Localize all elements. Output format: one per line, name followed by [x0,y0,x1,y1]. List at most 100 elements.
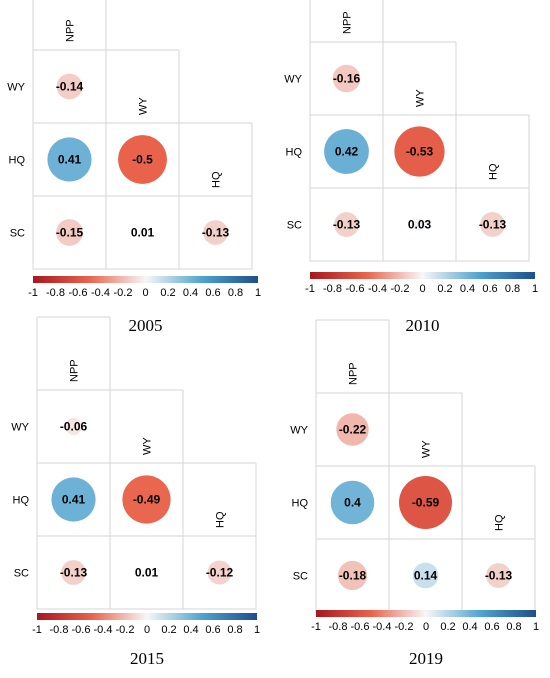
colorbar [310,272,535,279]
row-label-HQ: HQ [286,147,303,159]
col-label-WY: WY [138,97,150,115]
row-label-WY: WY [7,82,25,94]
colorbar-tick-label: 0.6 [484,621,499,633]
panel-year-label: 2019 [409,649,443,668]
corr-circle [143,569,150,576]
col-label-NPP: NPP [65,19,77,42]
corr-value-label: 0.03 [408,218,432,232]
col-label-NPP: NPP [69,359,81,382]
row-label-HQ: HQ [292,498,309,510]
colorbar-tick-label: -0.6 [346,283,365,295]
col-label-HQ: HQ [211,171,223,188]
colorbar-tick-label: 0.6 [205,624,220,636]
col-label-WY: WY [142,437,154,455]
colorbar-tick-label: 1 [255,287,261,299]
colorbar-tick-label: 0.2 [440,621,455,633]
corr-value-label: -0.13 [333,218,361,232]
row-label-WY: WY [290,425,308,437]
colorbar-tick-label: 0 [419,283,425,295]
colorbar-tick-label: 0.4 [460,283,475,295]
colorbar-tick-label: 0.2 [160,287,175,299]
corr-value-label: -0.59 [412,496,440,510]
colorbar-tick-label: -1 [305,283,315,295]
corr-circle [118,135,167,184]
corr-value-label: -0.16 [333,72,361,86]
corr-value-label: 0.01 [131,226,155,240]
col-label-WY: WY [415,89,427,107]
corr-circle [480,212,505,237]
corr-value-label: 0.41 [58,153,82,167]
corr-circle [337,560,368,591]
col-label-NPP: NPP [348,362,360,385]
corr-value-label: -0.22 [339,423,367,437]
corr-circle [394,126,445,177]
colorbar [33,276,258,283]
colorbar-tick-label: 0.2 [161,624,176,636]
colorbar-tick-label: -0.4 [94,624,113,636]
corr-value-label: 0.41 [62,493,86,507]
colorbar-tick-label: -0.6 [69,287,88,299]
corr-circle [122,475,171,524]
colorbar-tick-label: 0.4 [183,624,198,636]
col-label-WY: WY [421,440,433,458]
corr-circle [334,212,359,237]
corr-value-label: -0.13 [479,218,507,232]
colorbar-tick-label: -0.8 [323,283,342,295]
col-label-HQ: HQ [215,511,227,528]
corr-circle [207,560,232,585]
corr-circle [332,64,361,93]
corr-circle [486,563,511,588]
corr-value-label: -0.18 [339,569,367,583]
colorbar-tick-label: -1 [311,621,321,633]
colorbar-tick-label: 0.8 [227,624,242,636]
row-label-SC: SC [10,228,25,240]
colorbar-tick-label: 1 [533,621,539,633]
corr-value-label: -0.14 [56,80,84,94]
colorbar-tick-label: 0.8 [505,283,520,295]
panel-year-label: 2010 [406,316,440,335]
colorbar-tick-label: -0.6 [351,621,370,633]
colorbar-tick-label: 0.6 [205,287,220,299]
row-label-WY: WY [11,422,29,434]
row-label-SC: SC [287,220,302,232]
panel-year-label: 2015 [130,649,164,668]
corr-value-label: 0.42 [335,145,359,159]
corr-circle [330,480,375,525]
colorbar-tick-label: -0.4 [91,287,110,299]
colorbar-tick-label: 1 [532,283,538,295]
corr-value-label: 0.01 [135,566,159,580]
row-label-HQ: HQ [9,155,26,167]
corr-circle [413,218,426,231]
corr-circle [65,418,82,435]
corr-circle [61,560,86,585]
corr-value-label: 0.14 [414,569,438,583]
row-label-HQ: HQ [13,495,30,507]
colorbar-tick-label: 0 [144,624,150,636]
corr-panel-2019: WY HQ SC NPP WY HQ -0.22 0.4 -0.59 -0.18 0.14 -0.13… [290,319,539,668]
corr-value-label: -0.06 [60,420,88,434]
colorbar-tick-label: 0 [423,621,429,633]
corr-circle [324,129,369,174]
corr-circle [51,477,96,522]
corr-circle [203,220,228,245]
col-label-HQ: HQ [488,163,500,180]
corr-circle [47,137,92,182]
colorbar-tick-label: -1 [32,624,42,636]
corr-circle [336,413,369,446]
corr-value-label: -0.53 [406,145,434,159]
grid-cell [178,195,253,270]
corr-circle [56,73,83,100]
grid-cell [455,187,530,262]
corr-panel-2010: WY HQ SC NPP WY HQ -0.16 0.42 -0.53 -0.13 0.03 -0.1… [284,0,538,335]
corr-circle [412,562,439,589]
colorbar-tick-label: 0.2 [437,283,452,295]
colorbar-tick-label: -0.8 [329,621,348,633]
colorbar-tick-label: -0.8 [46,287,65,299]
corr-value-label: -0.5 [132,153,153,167]
colorbar-tick-label: -0.8 [50,624,69,636]
colorbar-tick-label: 0.4 [183,287,198,299]
corr-value-label: -0.13 [202,226,230,240]
